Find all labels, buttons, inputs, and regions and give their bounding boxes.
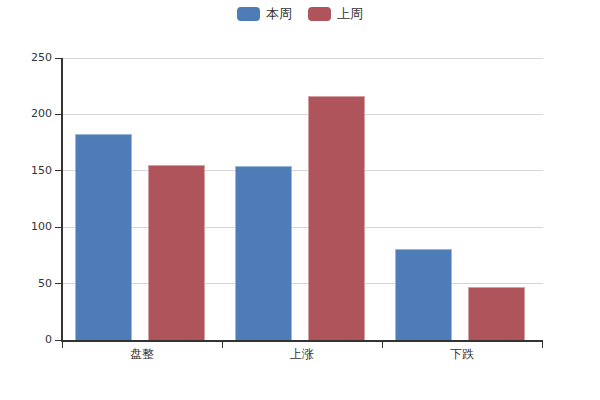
bar-chart-root: 本周 上周 0 50 100 150 200 250 盘整上涨下跌 (0, 0, 600, 400)
y-axis-tick (55, 283, 61, 284)
gridline (63, 114, 543, 115)
legend-item-1[interactable]: 上周 (308, 7, 363, 21)
y-axis-tick (55, 170, 61, 171)
y-axis-tick (55, 227, 61, 228)
bar-series1-cat2 (468, 287, 525, 340)
x-axis-label: 下跌 (382, 346, 542, 363)
y-axis-label: 200 (4, 106, 52, 122)
bar-series0-cat2 (395, 249, 452, 340)
legend-label: 本周 (266, 7, 292, 21)
plot-area (61, 58, 543, 342)
x-axis-label: 盘整 (62, 346, 222, 363)
y-axis-tick (55, 340, 61, 341)
x-axis-tick (542, 342, 543, 348)
y-axis-label: 100 (4, 219, 52, 235)
x-axis-label: 上涨 (222, 346, 382, 363)
bar-series0-cat0 (75, 134, 132, 340)
y-axis-label: 0 (4, 332, 52, 348)
gridline (63, 283, 543, 284)
y-axis-tick (55, 58, 61, 59)
legend-item-0[interactable]: 本周 (237, 7, 292, 21)
legend-marker-icon (308, 7, 331, 21)
gridline (63, 170, 543, 171)
legend-marker-icon (237, 7, 260, 21)
bar-series0-cat1 (235, 166, 292, 340)
y-axis-label: 50 (4, 276, 52, 292)
y-axis-tick (55, 114, 61, 115)
y-axis-label: 250 (4, 50, 52, 66)
bar-series1-cat1 (308, 96, 365, 340)
gridline (63, 58, 543, 59)
y-axis-label: 150 (4, 163, 52, 179)
chart-legend: 本周 上周 (0, 7, 600, 21)
gridline (63, 227, 543, 228)
bar-series1-cat0 (148, 165, 205, 340)
legend-label: 上周 (337, 7, 363, 21)
